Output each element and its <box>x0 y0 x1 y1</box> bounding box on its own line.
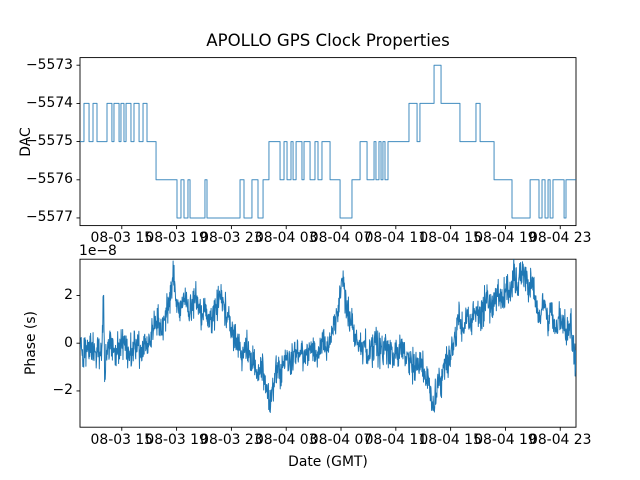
x-tick-label: 08-04 03 <box>254 230 318 247</box>
x-tick-label: 08-04 15 <box>419 230 482 247</box>
y-tick-label: 0 <box>64 334 73 351</box>
x-tick-label: 08-03 23 <box>200 230 263 247</box>
x-tick-label: 08-04 23 <box>529 431 592 448</box>
x-tick-label: 08-03 15 <box>90 230 154 247</box>
phase-offset-exponent-label: 1e−8 <box>79 243 117 259</box>
x-tick-label: 08-04 03 <box>254 431 318 448</box>
x-tick-label: 08-04 11 <box>364 230 428 247</box>
x-tick-label: 08-04 15 <box>419 431 482 448</box>
date-axis-label: Date (GMT) <box>288 454 368 470</box>
y-tick-label: −5576 <box>26 171 73 188</box>
y-tick-label: −5574 <box>26 94 73 111</box>
y-tick-label: −2 <box>52 382 73 399</box>
x-tick-label: 08-04 07 <box>309 431 373 448</box>
y-tick-label: −5575 <box>26 133 73 150</box>
x-tick-label: 08-04 23 <box>529 230 592 247</box>
phase-axis-label: Phase (s) <box>23 311 39 375</box>
y-tick-label: 2 <box>64 286 73 303</box>
x-tick-label: 08-04 19 <box>474 431 537 448</box>
y-tick-label: −5573 <box>26 56 73 73</box>
x-tick-label: 08-04 19 <box>474 230 537 247</box>
x-tick-label: 08-03 23 <box>200 431 263 448</box>
x-tick-label: 08-03 19 <box>145 431 208 448</box>
x-tick-label: 08-03 15 <box>90 431 154 448</box>
figure-title: APOLLO GPS Clock Properties <box>206 31 450 50</box>
x-tick-label: 08-04 11 <box>364 431 428 448</box>
y-tick-label: −5577 <box>26 209 73 226</box>
x-tick-label: 08-04 07 <box>309 230 373 247</box>
x-tick-label: 08-03 19 <box>145 230 208 247</box>
